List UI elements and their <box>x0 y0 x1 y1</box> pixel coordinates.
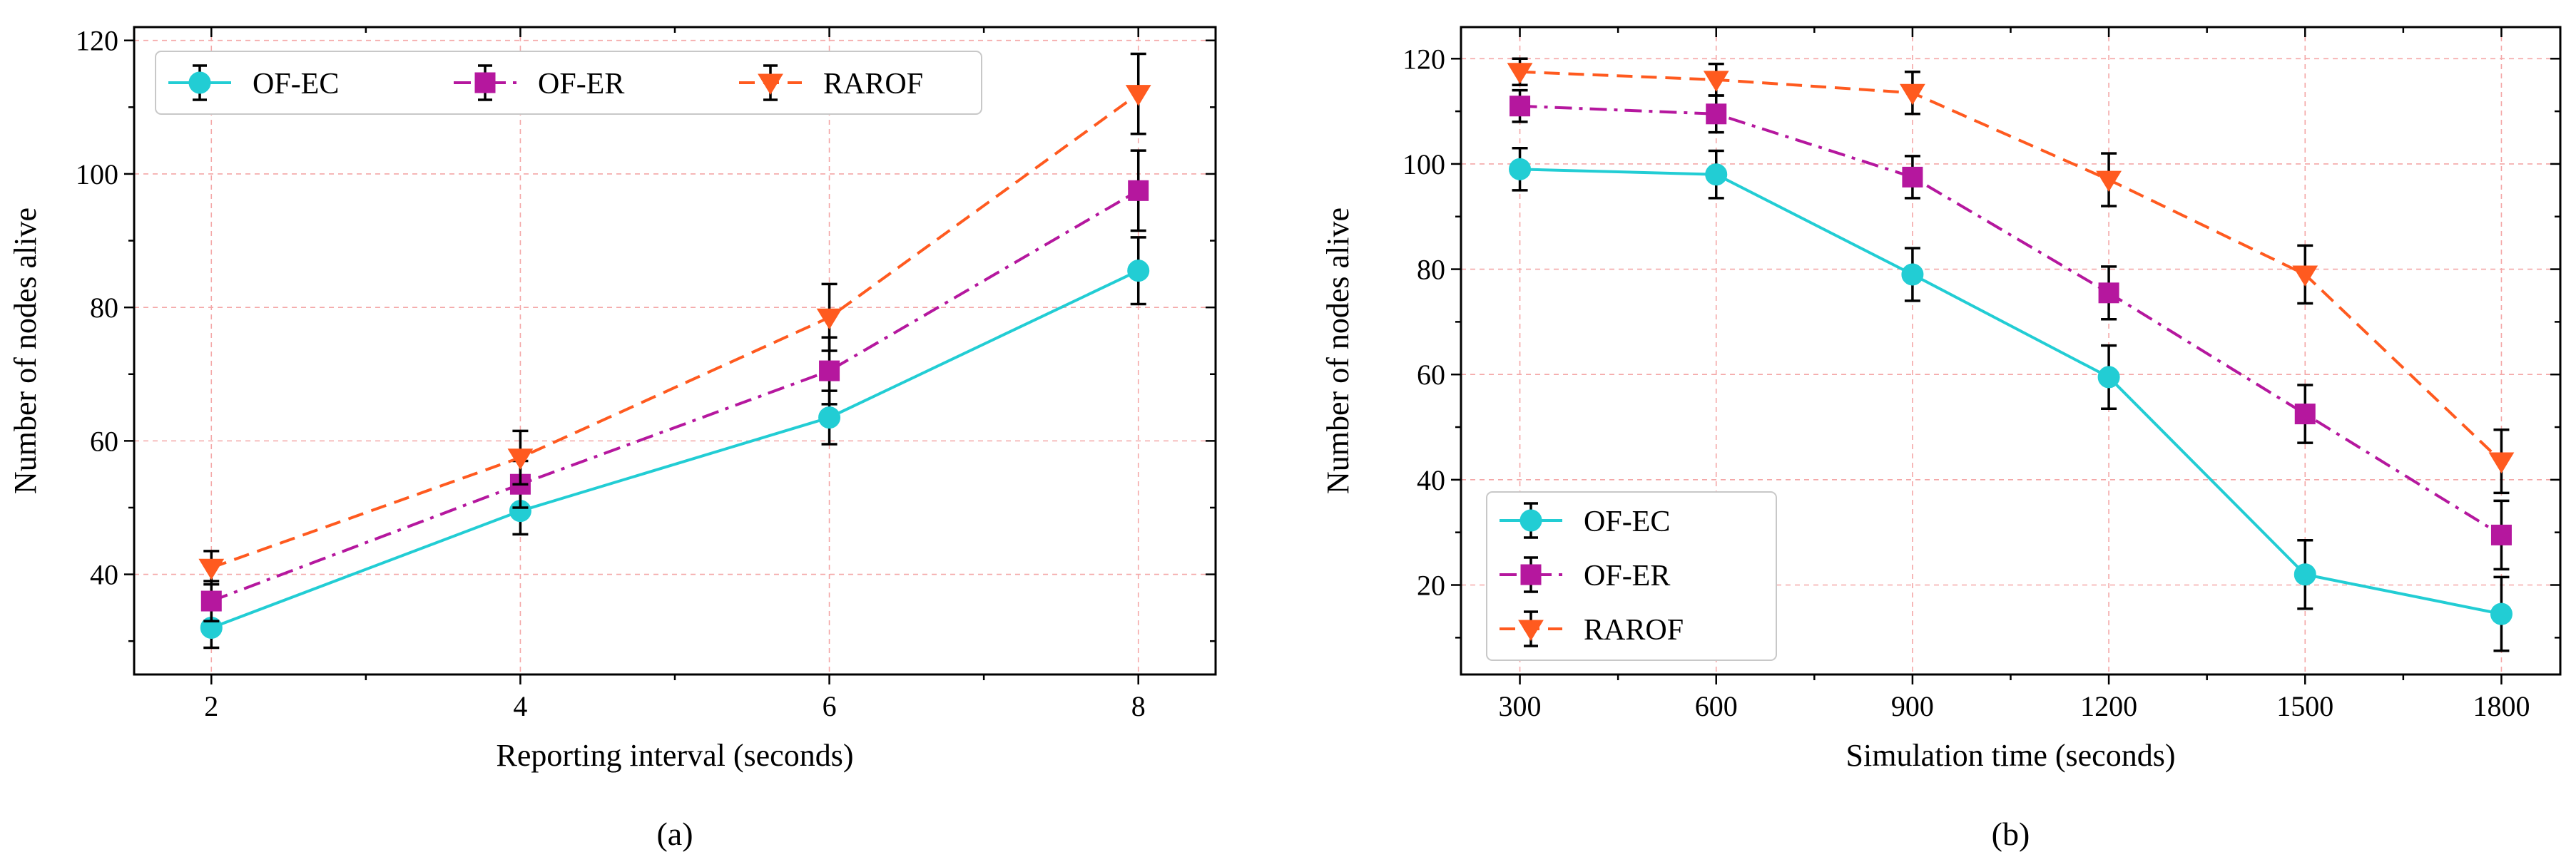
legend-entry-of-er: OF-ER <box>1500 556 1670 593</box>
series-of-ec <box>200 236 1150 650</box>
x-tick-label: 1800 <box>2473 690 2530 722</box>
y-tick-label: 40 <box>1417 464 1445 496</box>
data-point-of-er <box>1128 180 1149 201</box>
x-tick-label: 6 <box>823 690 837 722</box>
data-point-rarof <box>1900 83 1925 106</box>
series-line-of-er <box>210 189 1139 602</box>
legend-marker <box>474 72 496 93</box>
series-line-of-ec <box>210 269 1139 630</box>
x-tick-label: 1200 <box>2080 690 2137 722</box>
series-rarof <box>198 52 1151 586</box>
data-point-of-er <box>2098 282 2119 304</box>
data-point-rarof <box>1703 71 1729 92</box>
x-tick-label: 600 <box>1695 690 1738 722</box>
series-of-er <box>200 149 1149 622</box>
series-line-of-ec <box>1519 168 2502 616</box>
x-axis-title: Simulation time (seconds) <box>1846 738 2176 773</box>
legend-box <box>1486 491 1777 661</box>
data-point-of-ec <box>1127 260 1150 282</box>
data-point-rarof <box>2292 265 2318 287</box>
chart-panel-b: 300 600 900 1200 1500 1800 20 40 60 80 100 120 Simul… <box>1320 26 2562 852</box>
y-tick-label: 100 <box>76 158 118 190</box>
y-tick-label: 40 <box>90 559 118 591</box>
legend-label: OF-EC <box>1584 506 1670 538</box>
y-tick-label: 80 <box>90 292 118 324</box>
data-point-rarof <box>1125 85 1151 106</box>
legend-marker <box>758 73 783 95</box>
series-of-ec <box>1509 147 2513 652</box>
data-point-of-ec <box>2097 366 2120 389</box>
data-point-of-ec <box>2294 563 2316 586</box>
legend-entry-of-ec: OF-EC <box>168 64 339 101</box>
plot-frame <box>133 26 1217 676</box>
data-point-of-er <box>819 360 840 381</box>
legend-label: OF-ER <box>1584 560 1670 592</box>
panel-label: (b) <box>1992 816 2030 852</box>
legend-label: RAROF <box>1584 614 1684 647</box>
x-tick-label: 4 <box>513 690 527 722</box>
legend-box <box>155 51 982 115</box>
y-tick-label: 60 <box>90 425 118 457</box>
legend-label: OF-EC <box>253 68 339 101</box>
series-line-of-er <box>1519 104 2503 537</box>
data-point-of-er <box>2490 524 2512 545</box>
data-point-of-ec <box>818 406 841 429</box>
x-tick-label: 300 <box>1499 690 1542 722</box>
series-rarof <box>1507 57 2515 495</box>
legend: OF-EC OF-ER RAROF <box>155 51 982 115</box>
legend-entry-rarof: RAROF <box>1500 610 1684 647</box>
data-point-of-er <box>200 590 222 612</box>
data-point-of-er <box>1510 96 1531 117</box>
data-point-rarof <box>816 308 842 330</box>
legend-marker <box>1518 620 1544 641</box>
series-line-rarof <box>210 92 1139 570</box>
tick-marks <box>124 27 1216 684</box>
x-tick-label: 2 <box>204 690 218 722</box>
x-tick-label: 900 <box>1891 690 1934 722</box>
legend-marker <box>1520 564 1542 585</box>
y-tick-label: 80 <box>1417 254 1445 286</box>
y-tick-label: 20 <box>1417 570 1445 602</box>
data-point-of-er <box>1706 103 1727 125</box>
data-point-rarof <box>198 558 225 580</box>
x-axis-title: Reporting interval (seconds) <box>497 738 854 773</box>
legend-marker <box>1519 509 1542 532</box>
legend-label: RAROF <box>823 68 923 101</box>
data-point-of-ec <box>2490 602 2513 625</box>
grid-lines <box>134 27 1216 674</box>
y-axis-title: Number of nodes alive <box>1320 207 1355 494</box>
x-tick-label: 1500 <box>2276 690 2333 722</box>
tick-marks <box>1451 27 2560 684</box>
data-point-of-ec <box>1901 263 1924 286</box>
data-point-of-er <box>2294 404 2316 425</box>
legend: OF-EC OF-ER RAROF <box>1486 491 1777 661</box>
legend-entry-rarof: RAROF <box>739 64 923 101</box>
panel-label: (a) <box>656 816 693 852</box>
data-point-rarof <box>1507 63 1533 84</box>
data-point-of-ec <box>1705 163 1728 186</box>
data-point-rarof <box>2096 170 2122 193</box>
legend-marker <box>188 71 211 94</box>
series-of-er <box>1510 88 2512 571</box>
x-tick-label: 8 <box>1131 690 1146 722</box>
y-tick-label: 120 <box>76 25 118 57</box>
y-axis-title: Number of nodes alive <box>8 207 43 494</box>
legend-entry-of-er: OF-ER <box>454 64 624 101</box>
series-line-rarof <box>1519 70 2503 463</box>
data-point-of-ec <box>1509 158 1532 180</box>
data-point-rarof <box>507 448 534 470</box>
y-tick-label: 120 <box>1402 43 1445 75</box>
data-point-rarof <box>2488 452 2515 473</box>
y-tick-label: 100 <box>1402 148 1445 180</box>
legend-entry-of-ec: OF-EC <box>1500 502 1670 539</box>
data-point-of-er <box>1902 166 1923 188</box>
legend-label: OF-ER <box>538 68 624 101</box>
chart-panel-a: 2 4 6 8 40 60 80 100 120 Reporting interval (seco… <box>8 25 1217 852</box>
y-tick-label: 60 <box>1417 359 1445 391</box>
